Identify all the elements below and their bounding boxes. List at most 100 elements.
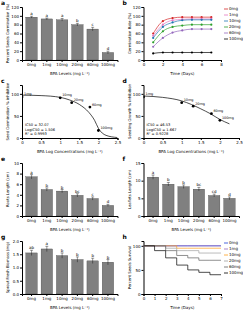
tick: 0 (16, 58, 22, 63)
panel-label: g (1, 233, 5, 241)
bar (72, 195, 83, 216)
tick: 2 (165, 294, 168, 301)
tick-label: 60 (14, 31, 20, 36)
tick-label: 0 (21, 140, 24, 145)
legend-item: 20mg (224, 24, 241, 29)
bar (193, 189, 204, 216)
legend: 0mg1mg10mg20mg60mg100mg (224, 240, 243, 275)
tick: 10mg (56, 294, 68, 301)
point (162, 37, 164, 39)
significance-letter: b (46, 183, 49, 188)
axis-line (142, 8, 145, 61)
axis-line (142, 242, 145, 295)
tick: 10mg (56, 60, 68, 67)
error-bar (152, 175, 155, 179)
tick-label: 10mg (178, 218, 190, 223)
error-bar (76, 23, 79, 26)
tick: 100 (11, 92, 22, 97)
panel-label: h (123, 233, 127, 240)
significance-letter: b (76, 252, 79, 257)
point (181, 29, 183, 31)
tick-label: 2 (162, 62, 165, 67)
legend-swatch (224, 261, 228, 262)
tick-mark (142, 198, 144, 199)
tick: 15 (135, 161, 143, 166)
error-bar (106, 204, 109, 206)
bar (26, 17, 37, 60)
error-bar (91, 258, 94, 263)
panel-label: c (1, 77, 5, 84)
point (162, 24, 164, 26)
bar (208, 196, 219, 216)
panel: 0.00.51.01.52.0ababbbb0mg1mg10mg20mg60mg… (1, 233, 118, 310)
point (162, 51, 164, 53)
tick: 3 (176, 294, 179, 301)
tick-label: 8 (220, 62, 223, 67)
tick-label: 80 (14, 22, 20, 27)
significance-letter: d (107, 46, 110, 51)
annotations: abbbccdd (152, 170, 231, 197)
tick: 0 (138, 214, 144, 219)
tick-label: 0 (138, 58, 141, 63)
point-label: 10mg (62, 93, 72, 97)
bar (178, 187, 189, 216)
legend-swatch (224, 21, 228, 22)
fit-statistic: R² = 0.9993 (25, 132, 47, 136)
tick-mark (20, 34, 22, 35)
tick-mark (20, 42, 22, 43)
error-bar (167, 182, 170, 186)
tick: 0 (143, 294, 146, 301)
tick-label: 120 (11, 5, 19, 10)
x-axis: 01234567 (143, 294, 224, 301)
tick: 1 (59, 138, 62, 145)
significance-letter: a (46, 13, 49, 18)
tick-label: 4 (16, 193, 19, 198)
tick: 1.0 (13, 265, 22, 270)
point (201, 24, 203, 26)
bar (87, 261, 98, 294)
tick-mark (142, 42, 144, 43)
tick-label: 15 (135, 161, 141, 166)
tick: 100mg (101, 60, 116, 67)
tick: 1mg (42, 294, 51, 301)
bar (41, 190, 52, 217)
bar (224, 198, 235, 216)
legend-item: 0mg (224, 6, 238, 11)
significance-letter: bc (75, 189, 80, 194)
tick: 20 (135, 49, 143, 54)
series-line (22, 95, 118, 137)
point-label: 1mg (24, 92, 32, 96)
axis-line (20, 8, 23, 61)
tick-label: 3 (176, 296, 179, 301)
tick-label: 7 (220, 296, 223, 301)
tick-mark (20, 16, 22, 17)
tick-label: 60mg (87, 62, 99, 67)
tick-mark (20, 60, 22, 61)
tick-mark (142, 34, 144, 35)
legend-label: 20mg (229, 258, 241, 263)
legend-label: 1mg (229, 246, 238, 251)
point (70, 101, 73, 104)
tick-label: 1 (154, 296, 157, 301)
tick-label: 0 (16, 214, 19, 219)
tick: 0 (21, 138, 24, 145)
axis-line (20, 86, 23, 139)
tick: 0mg (27, 60, 36, 67)
point (181, 19, 183, 21)
point (152, 52, 154, 54)
tick: 0.5 (38, 138, 45, 145)
point (201, 28, 203, 30)
tick: 50 (135, 268, 143, 273)
tick: 7 (220, 294, 223, 301)
tick-mark (20, 216, 22, 217)
tick: 100 (133, 244, 144, 249)
tick-label: 6 (16, 182, 19, 187)
annotations: aaabcd (30, 11, 109, 51)
point (181, 51, 183, 53)
error-bar (182, 185, 185, 189)
x-axis: 0mg1mg10mg20mg60mg100mg (23, 294, 119, 301)
error-bar (228, 197, 231, 200)
tick: 50 (14, 114, 22, 119)
tick: 6 (209, 294, 212, 301)
tick-mark (20, 163, 22, 164)
